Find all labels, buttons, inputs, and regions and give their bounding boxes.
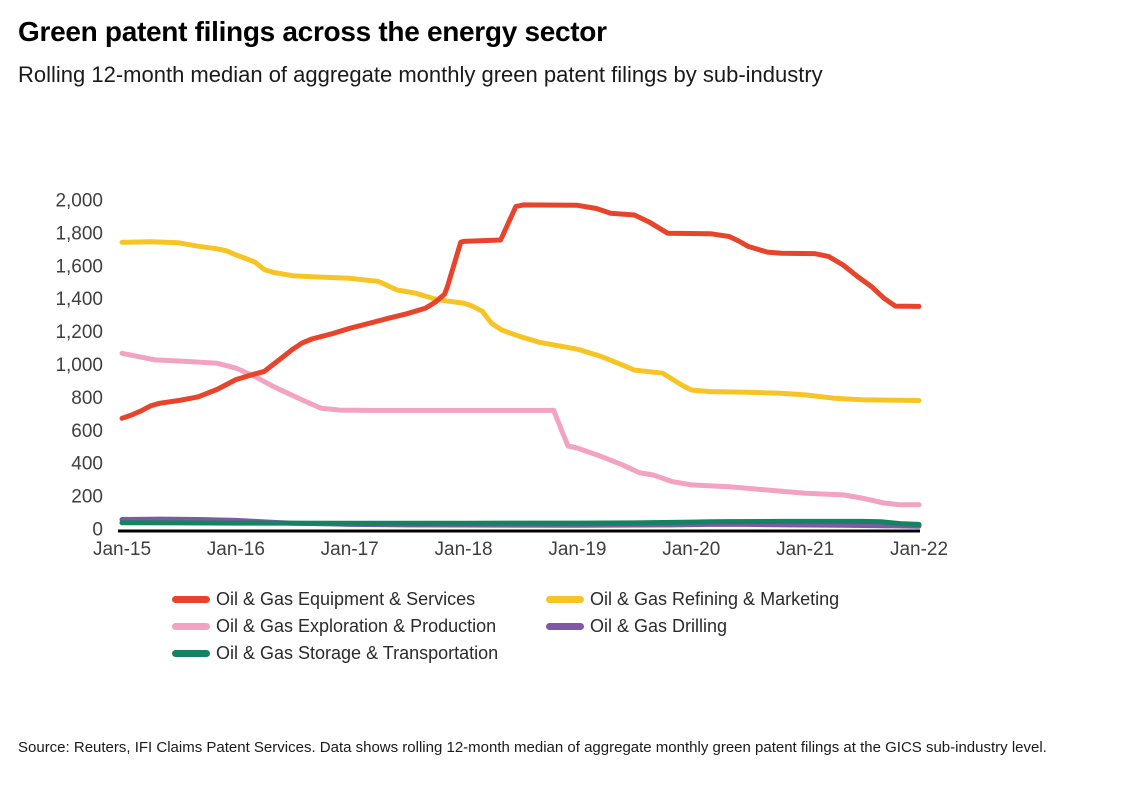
y-axis-tick-label: 1,800 — [55, 223, 103, 244]
y-axis-tick-label: 1,400 — [55, 289, 103, 310]
series-line — [119, 239, 922, 403]
line-chart-plot: 0 200 400 600 800 1,000 1,200 1,400 1,600 1,800 2,… — [55, 191, 948, 561]
y-axis-tick-label: 1,600 — [55, 256, 103, 277]
y-axis-tick-label: 1,200 — [55, 322, 103, 343]
series-line — [119, 518, 922, 527]
x-axis-tick-label: Jan-17 — [321, 539, 379, 560]
x-axis-tick-label: Jan-21 — [776, 539, 834, 560]
x-axis-tick-label: Jan-20 — [662, 539, 720, 560]
legend-item: Oil & Gas Exploration & Production — [172, 615, 546, 638]
source-note: Source: Reuters, IFI Claims Patent Servi… — [18, 739, 1047, 756]
legend-swatch-icon — [172, 650, 210, 657]
x-axis-tick-label: Jan-16 — [207, 539, 265, 560]
legend-swatch-icon — [172, 596, 210, 603]
series-line — [119, 350, 922, 508]
legend-label: Oil & Gas Storage & Transportation — [216, 643, 499, 663]
legend-swatch-icon — [546, 623, 584, 630]
legend-item: Oil & Gas Drilling — [546, 615, 839, 638]
y-axis-tick-label: 2,000 — [55, 191, 103, 212]
legend-item: Oil & Gas Storage & Transportation — [172, 642, 546, 665]
legend-swatch-icon — [172, 623, 210, 630]
chart-legend: Oil & Gas Equipment & Services Oil & Gas … — [172, 588, 839, 665]
x-axis-tick-label: Jan-15 — [93, 539, 151, 560]
y-axis-tick-label: 0 — [92, 520, 103, 541]
y-axis-tick-label: 200 — [71, 487, 103, 508]
x-axis-tick-label: Jan-22 — [890, 539, 948, 560]
chart-title: Green patent filings across the energy s… — [18, 16, 607, 47]
y-axis-tick-label: 800 — [71, 388, 103, 409]
y-axis-tick-label: 400 — [71, 454, 103, 475]
legend-item: Oil & Gas Refining & Marketing — [546, 588, 839, 611]
y-axis-tick-label: 600 — [71, 421, 103, 442]
legend-swatch-icon — [546, 596, 584, 603]
legend-item: Oil & Gas Equipment & Services — [172, 588, 546, 611]
x-axis-tick-label: Jan-19 — [548, 539, 606, 560]
chart-subtitle: Rolling 12-month median of aggregate mon… — [18, 62, 823, 87]
legend-label: Oil & Gas Equipment & Services — [216, 589, 476, 609]
legend-label: Oil & Gas Exploration & Production — [216, 616, 497, 636]
x-axis-tick-label: Jan-18 — [435, 539, 493, 560]
x-axis-line — [118, 529, 920, 533]
legend-label: Oil & Gas Drilling — [590, 616, 728, 636]
y-axis-tick-label: 1,000 — [55, 355, 103, 376]
legend-label: Oil & Gas Refining & Marketing — [590, 589, 840, 609]
series-line — [119, 202, 922, 421]
